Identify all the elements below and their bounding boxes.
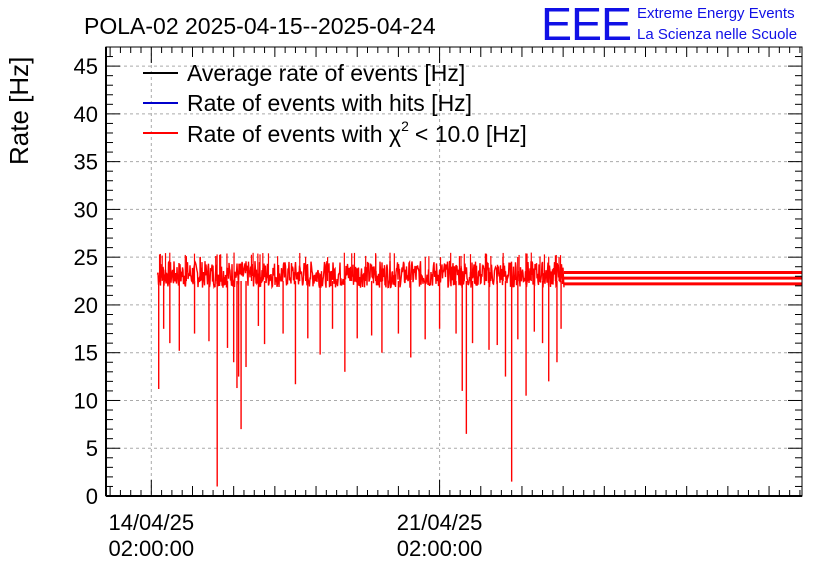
y-axis-label: Rate [Hz] xyxy=(4,57,34,165)
legend: Average rate of events [Hz] Rate of even… xyxy=(143,60,527,147)
eee-logo: EEE Extreme Energy Events La Scienza nel… xyxy=(541,0,797,50)
chart-title: POLA-02 2025-04-15--2025-04-24 xyxy=(84,13,436,39)
legend-label-chi2-symbol: χ xyxy=(389,121,401,147)
y-tick-label-45: 45 xyxy=(74,54,98,79)
x-tick-label-time-0: 02:00:00 xyxy=(108,536,194,561)
eee-logo-line2: La Scienza nelle Scuole xyxy=(637,26,797,43)
legend-label-average: Average rate of events [Hz] xyxy=(187,60,465,86)
y-tick-label-25: 25 xyxy=(74,245,98,270)
axis-layer xyxy=(105,46,803,497)
legend-label-chi2-tail: < 10.0 [Hz] xyxy=(415,121,527,147)
data-layer xyxy=(156,252,802,487)
legend-entry-chi2: Rate of events with χ2 < 10.0 [Hz] xyxy=(143,118,527,147)
legend-entry-hits: Rate of events with hits [Hz] xyxy=(143,90,472,116)
y-tick-label-40: 40 xyxy=(74,102,98,127)
y-tick-label-5: 5 xyxy=(86,436,98,461)
tick-labels: 05101520253035404514/04/2502:00:0021/04/… xyxy=(74,54,483,561)
x-tick-label-date-1: 21/04/25 xyxy=(397,510,483,535)
legend-label-chi2-main: Rate of events with xyxy=(187,121,383,147)
legend-label-chi2: Rate of events with χ2 < 10.0 [Hz] xyxy=(187,118,527,147)
x-tick-label-time-1: 02:00:00 xyxy=(397,536,483,561)
legend-entry-average: Average rate of events [Hz] xyxy=(143,60,465,86)
series-chi2-band xyxy=(156,259,565,290)
y-tick-label-20: 20 xyxy=(74,293,98,318)
x-tick-label-date-0: 14/04/25 xyxy=(108,510,194,535)
legend-label-hits: Rate of events with hits [Hz] xyxy=(187,90,472,116)
y-tick-label-35: 35 xyxy=(74,150,98,175)
eee-logo-line1: Extreme Energy Events xyxy=(637,5,795,22)
eee-logo-letters: EEE xyxy=(541,0,631,50)
y-tick-label-0: 0 xyxy=(86,484,98,509)
y-tick-label-15: 15 xyxy=(74,341,98,366)
grid-layer xyxy=(106,47,802,496)
y-tick-label-30: 30 xyxy=(74,197,98,222)
y-tick-label-10: 10 xyxy=(74,388,98,413)
legend-label-chi2-sup: 2 xyxy=(401,118,409,134)
